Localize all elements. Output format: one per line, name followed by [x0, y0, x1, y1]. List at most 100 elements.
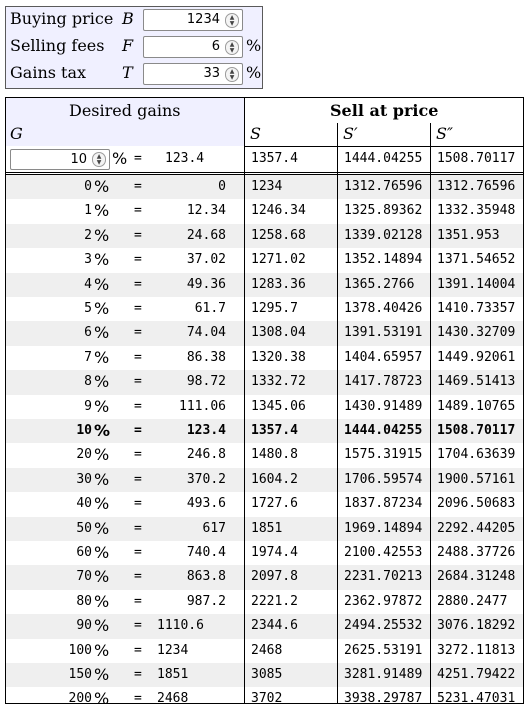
equals-sign: =	[134, 593, 142, 609]
table-row: 9% = 111.06 1345.06 1430.91489 1489.10765	[6, 395, 523, 419]
s-double-prime-cell: 4251.79422	[437, 667, 516, 682]
g-percent-cell: 40	[76, 496, 92, 512]
s-double-prime-cell: 1704.63639	[437, 447, 516, 463]
s-prime-cell: 1339.02128	[344, 227, 423, 243]
s-prime-cell: 1391.53191	[344, 325, 423, 341]
s-prime-cell: 1378.40426	[344, 301, 423, 316]
equals-sign: =	[134, 179, 142, 194]
s-prime-cell: 1837.87234	[344, 496, 423, 512]
gain-amount-cell: 1234	[157, 642, 189, 658]
desired-eq: =	[134, 151, 142, 166]
s-cell: 2097.8	[251, 569, 298, 585]
col-header-s: S	[250, 124, 261, 143]
percent-sign: %	[94, 250, 110, 270]
table-row: 100% = 1234 2468 2625.53191 3272.11813	[6, 639, 523, 663]
s-double-prime-cell: 1391.14004	[437, 276, 516, 292]
gain-amount-cell: 49.36	[186, 276, 226, 292]
s-cell: 1234	[251, 179, 283, 194]
table-row: 50% = 617 1851 1969.14894 2292.44205	[6, 516, 523, 541]
gain-amount-cell: 246.8	[186, 447, 226, 463]
percent-sign: %	[94, 323, 110, 343]
percent-sign: %	[94, 616, 110, 636]
selling-fees-label: Selling fees	[10, 36, 105, 55]
s-double-prime-cell: 2488.37726	[437, 545, 516, 560]
s-prime-cell: 1430.91489	[344, 398, 423, 414]
spinner-icon[interactable]: ▲ ▼	[225, 67, 239, 82]
s-double-prime-cell: 1489.10765	[437, 398, 516, 414]
col-divider-3	[430, 123, 431, 703]
percent-sign: %	[94, 567, 110, 587]
s-cell: 1727.6	[251, 496, 298, 512]
g-percent-cell: 5	[84, 301, 92, 316]
g-percent-cell: 7	[84, 349, 92, 365]
s-prime-cell: 1444.04255	[344, 423, 423, 438]
g-percent-cell: 20	[76, 447, 92, 463]
equals-sign: =	[134, 447, 142, 463]
g-percent-cell: 4	[84, 276, 92, 292]
g-percent-cell: 8	[84, 374, 92, 390]
spinner-icon[interactable]: ▲ ▼	[225, 13, 239, 28]
equals-sign: =	[134, 276, 142, 292]
desired-pct: %	[112, 149, 128, 168]
percent-sign: %	[94, 396, 110, 416]
gain-amount-cell: 987.2	[186, 593, 226, 609]
equals-sign: =	[134, 423, 142, 438]
table-row: 6% = 74.04 1308.04 1391.53191 1430.32709	[6, 321, 523, 346]
s-prime-cell: 3281.91489	[344, 667, 423, 682]
s-double-prime-cell: 2096.50683	[437, 496, 516, 512]
percent-sign: %	[94, 299, 110, 318]
selling-fees-unit: %	[246, 36, 262, 55]
equals-sign: =	[134, 545, 142, 560]
s-prime-cell: 1352.14894	[344, 252, 423, 268]
buying-price-input[interactable]: 1234 ▲ ▼	[143, 9, 243, 31]
s-cell: 1480.8	[251, 447, 298, 463]
gain-amount-cell: 74.04	[186, 325, 226, 341]
s-double-prime-cell: 1351.953	[437, 227, 500, 243]
percent-sign: %	[94, 347, 110, 367]
desired-gain-amount: 123.4	[165, 151, 205, 166]
gain-amount-cell: 24.68	[186, 227, 226, 243]
s-prime-cell: 2494.25532	[344, 618, 423, 634]
gain-amount-cell: 98.72	[186, 374, 226, 390]
gain-amount-cell: 86.38	[186, 349, 226, 365]
gain-amount-cell: 1851	[157, 667, 189, 682]
table-row: 3% = 37.02 1271.02 1352.14894 1371.54652	[6, 248, 523, 272]
header-divider	[244, 146, 523, 147]
gain-amount-cell: 111.06	[179, 398, 226, 414]
table-row: 2% = 24.68 1258.68 1339.02128 1351.953	[6, 223, 523, 249]
percent-sign: %	[94, 372, 110, 392]
g-percent-cell: 10	[76, 423, 92, 438]
desired-gains-row: 10 ▲ ▼ % = 123.4 1357.4 1444.04255 1508.7…	[6, 147, 523, 171]
s-cell: 3702	[251, 691, 283, 707]
g-percent-cell: 90	[76, 618, 92, 634]
table-row: 150% = 1851 3085 3281.91489 4251.79422	[6, 663, 523, 688]
gains-tax-symbol: T	[122, 63, 133, 82]
g-percent-cell: 30	[76, 471, 92, 487]
table-row: 10% = 123.4 1357.4 1444.04255 1508.70117	[6, 419, 523, 444]
equals-sign: =	[134, 471, 142, 487]
g-percent-cell: 0	[84, 179, 92, 194]
buying-price-label: Buying price	[10, 9, 114, 28]
g-percent-cell: 100	[68, 642, 92, 658]
spinner-icon[interactable]: ▲ ▼	[225, 40, 239, 55]
desired-gains-title: Desired gains	[69, 101, 181, 120]
percent-sign: %	[94, 518, 110, 538]
table-row: 70% = 863.8 2097.8 2231.70213 2684.31248	[6, 565, 523, 590]
s-prime-cell: 1365.2766	[344, 276, 415, 292]
s-cell: 1271.02	[251, 252, 306, 268]
gains-tax-input[interactable]: 33 ▲ ▼	[143, 63, 243, 85]
percent-sign: %	[94, 177, 110, 196]
desired-gain-input[interactable]: 10 ▲ ▼	[10, 149, 110, 170]
gains-tax-value: 33	[203, 66, 220, 81]
selling-fees-input[interactable]: 6 ▲ ▼	[143, 36, 243, 58]
table-row: 0% = 0 1234 1312.76596 1312.76596	[6, 175, 523, 200]
table-row: 200% = 2468 3702 3938.29787 5231.47031	[6, 687, 523, 711]
gain-amount-cell: 863.8	[186, 569, 226, 585]
equals-sign: =	[134, 227, 142, 243]
g-percent-cell: 9	[84, 398, 92, 414]
s-prime-cell: 2231.70213	[344, 569, 423, 585]
g-percent-cell: 80	[76, 593, 92, 609]
spinner-icon[interactable]: ▲ ▼	[92, 152, 106, 167]
col-divider-2	[337, 123, 338, 703]
table-row: 60% = 740.4 1974.4 2100.42553 2488.37726	[6, 541, 523, 565]
